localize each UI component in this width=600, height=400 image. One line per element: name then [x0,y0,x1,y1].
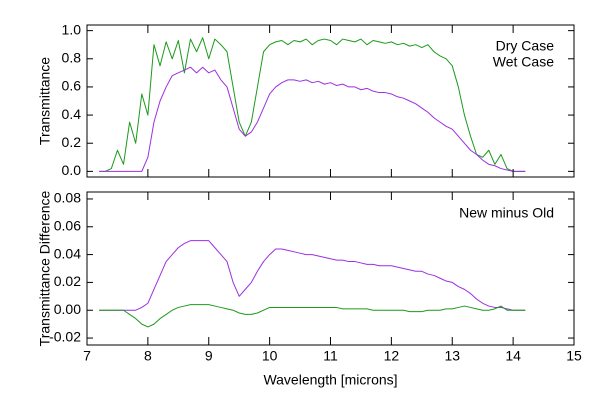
y-tick-label: 1.0 [62,21,82,37]
x-tick-label: 14 [505,348,521,364]
y-tick-label: -0.02 [49,329,81,345]
data-line [99,66,526,172]
x-axis-label: Wavelength [microns] [263,372,397,388]
data-line [99,37,526,172]
legend-label: Wet Case [493,54,554,70]
x-tick-label: 7 [83,348,91,364]
x-tick-label: 8 [144,348,152,364]
y-axis-label: Transmittance Difference [37,190,53,346]
y-tick-label: 0.6 [62,78,82,94]
x-tick-label: 12 [384,348,400,364]
y-tick-label: 0.8 [62,49,82,65]
x-tick-label: 10 [262,348,278,364]
data-line [99,240,526,311]
y-tick-label: 0.06 [54,217,81,233]
y-tick-label: 0.02 [54,273,81,289]
legend-label: Dry Case [496,38,555,54]
x-tick-label: 11 [323,348,338,364]
y-axis-label: Transmittance [37,57,53,145]
y-tick-label: 0.0 [62,162,82,178]
x-tick-label: 9 [205,348,213,364]
data-line [99,304,526,328]
y-tick-label: 0.04 [54,245,81,261]
y-tick-label: 0.08 [54,190,81,206]
y-tick-label: 0.00 [54,301,81,317]
annotation: New minus Old [459,205,554,221]
x-tick-label: 15 [566,348,582,364]
x-tick-label: 13 [444,348,460,364]
y-tick-label: 0.4 [62,106,82,122]
y-tick-label: 0.2 [62,134,82,150]
